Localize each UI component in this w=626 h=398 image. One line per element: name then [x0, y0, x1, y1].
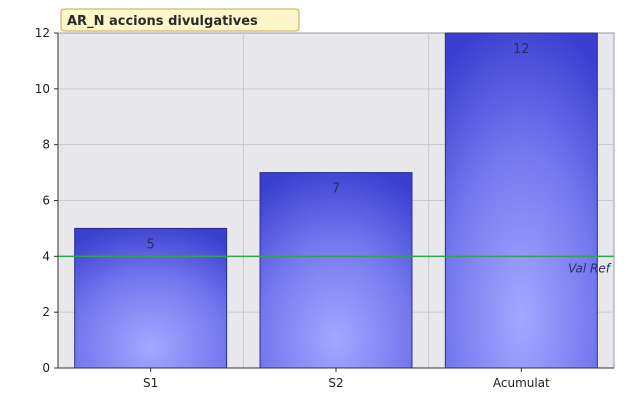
- chart-title-box: AR_N accions divulgatives: [60, 8, 300, 32]
- y-tick-label-3: 6: [42, 194, 50, 208]
- data-labels: 5 7 12: [147, 42, 530, 252]
- data-label-s1: 5: [147, 237, 155, 252]
- x-tick-label-s1: S1: [143, 376, 158, 390]
- y-tick-label-4: 8: [42, 138, 50, 152]
- y-tick-label-2: 4: [42, 249, 50, 263]
- bar-acumulat: [444, 32, 598, 369]
- y-tick-label-1: 2: [42, 305, 50, 319]
- data-label-s2: 7: [332, 182, 340, 197]
- bar-s2: [259, 172, 413, 369]
- y-tick-label-6: 12: [35, 26, 50, 40]
- reference-line-label: Val Ref: [568, 261, 612, 275]
- bars: [74, 32, 598, 369]
- chart-title: AR_N accions divulgatives: [67, 14, 258, 29]
- y-tick-label-0: 0: [42, 361, 50, 375]
- bar-s1: [74, 227, 228, 369]
- y-axis-ticks: 0 2 4 6 8 10 12: [35, 26, 58, 375]
- x-axis-ticks: S1 S2 Acumulat: [143, 368, 550, 390]
- x-tick-label-acumulat: Acumulat: [493, 376, 550, 390]
- x-tick-label-s2: S2: [328, 376, 343, 390]
- y-tick-label-5: 10: [35, 82, 50, 96]
- data-label-acumulat: 12: [513, 42, 530, 57]
